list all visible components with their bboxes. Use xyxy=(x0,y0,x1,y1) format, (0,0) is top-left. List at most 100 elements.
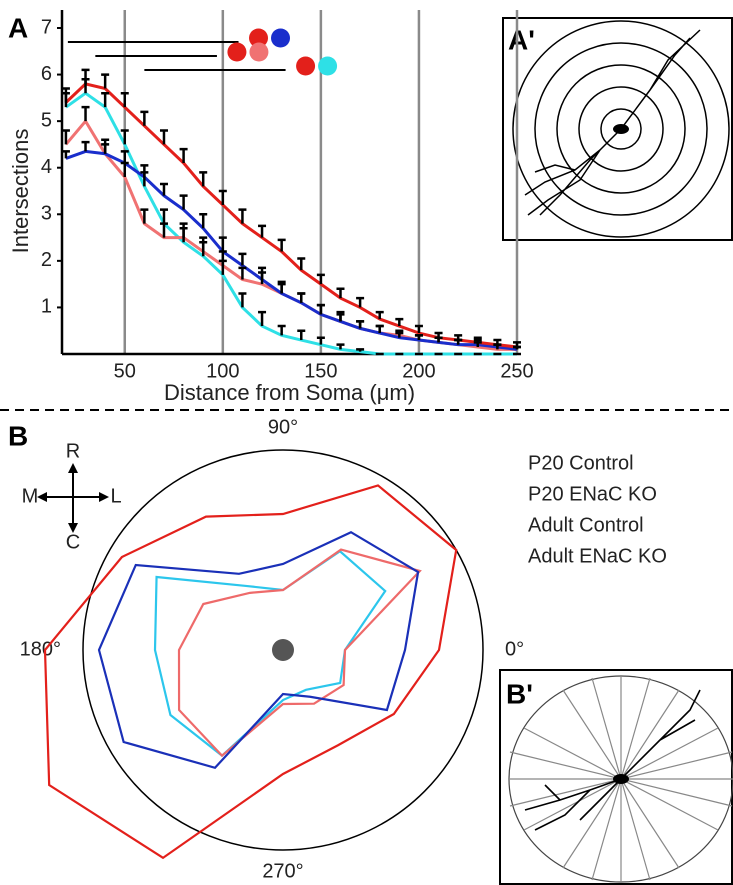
error-bar xyxy=(81,68,90,84)
error-bar xyxy=(336,343,345,350)
angle-tick-label: 0° xyxy=(505,638,524,660)
legend-entry: P20 Control xyxy=(528,452,634,474)
error-bar xyxy=(297,292,306,303)
inset-wedges: B' xyxy=(499,669,733,885)
y-tick-label: 6 xyxy=(41,63,52,85)
y-tick-label: 3 xyxy=(41,203,52,225)
polar-frame xyxy=(82,449,484,851)
comparison-dot xyxy=(296,56,316,76)
legend-entry: Adult ENaC KO xyxy=(528,545,667,567)
comparison-dot xyxy=(318,56,338,76)
series-outline xyxy=(43,484,458,860)
error-bar xyxy=(258,310,267,327)
error-bar xyxy=(159,129,168,145)
error-bar xyxy=(454,338,463,345)
comparison-dot xyxy=(249,28,269,48)
error-bar xyxy=(199,213,208,229)
comparison-dot xyxy=(227,42,247,62)
compass-label: L xyxy=(110,485,121,507)
error-bar xyxy=(199,171,208,187)
y-axis-label: Intersections xyxy=(8,129,33,254)
inset-label: B' xyxy=(506,678,533,709)
comparison-dot xyxy=(271,28,291,48)
compass xyxy=(37,463,109,533)
error-bar xyxy=(513,341,521,348)
soma xyxy=(272,639,294,661)
legend-entry: P20 ENaC KO xyxy=(528,483,657,505)
y-tick-label: 2 xyxy=(41,249,52,271)
inset-sholl: A' xyxy=(502,17,733,241)
error-bar xyxy=(120,150,129,164)
error-bar xyxy=(316,303,325,315)
error-bar xyxy=(159,182,168,196)
error-bar xyxy=(140,208,149,224)
error-bar xyxy=(434,331,443,338)
x-axis-label: Distance from Soma (μm) xyxy=(164,380,415,405)
error-bar xyxy=(61,87,70,103)
error-bar xyxy=(454,334,463,341)
compass-label: C xyxy=(66,531,80,553)
error-bar xyxy=(218,189,227,205)
error-bar xyxy=(218,236,227,252)
error-bar xyxy=(140,164,149,178)
error-bar xyxy=(336,313,345,322)
error-bar xyxy=(356,296,365,308)
error-bar xyxy=(81,140,90,152)
series-outline xyxy=(177,548,422,758)
error-bar xyxy=(101,143,110,154)
error-bar xyxy=(140,110,149,126)
series-line xyxy=(64,118,517,351)
angle-tick-label: 180° xyxy=(20,638,61,660)
error-bar xyxy=(179,222,188,238)
error-bar xyxy=(356,348,365,352)
error-bar xyxy=(395,317,404,327)
error-bar xyxy=(238,266,247,280)
error-bar xyxy=(258,266,267,280)
error-bar xyxy=(395,331,404,338)
series-line xyxy=(65,91,517,356)
error-bar xyxy=(101,91,110,108)
error-bar xyxy=(238,252,247,266)
y-tick-label: 5 xyxy=(41,109,52,131)
x-tick-label: 150 xyxy=(304,360,337,382)
error-bar xyxy=(238,292,247,308)
error-bar xyxy=(218,250,227,266)
y-tick-label: 7 xyxy=(41,16,52,38)
error-bar xyxy=(493,338,502,345)
error-bar xyxy=(316,273,325,285)
error-bar xyxy=(316,336,325,345)
error-bar xyxy=(179,147,188,164)
series-outline xyxy=(153,549,387,758)
x-tick-label: 100 xyxy=(206,360,239,382)
error-bar xyxy=(375,310,384,320)
legend-entry: Adult Control xyxy=(528,514,644,536)
error-bar xyxy=(238,208,247,224)
inset-label: A' xyxy=(508,24,535,55)
compass-label: M xyxy=(22,485,39,507)
angle-tick-label: 270° xyxy=(262,860,303,882)
y-tick-label: 1 xyxy=(41,296,52,318)
error-bar xyxy=(159,222,168,238)
error-bar xyxy=(473,336,482,343)
error-bar xyxy=(101,73,110,89)
y-tick-label: 4 xyxy=(41,156,52,178)
error-bar xyxy=(297,329,306,341)
series-line xyxy=(64,82,518,349)
error-bar xyxy=(375,324,384,334)
error-bar xyxy=(120,91,129,108)
error-bar xyxy=(414,334,423,341)
error-bar xyxy=(414,324,423,334)
error-bar xyxy=(159,208,168,224)
error-bar xyxy=(277,238,286,252)
error-bar xyxy=(277,324,286,336)
x-tick-label: 50 xyxy=(114,360,136,382)
error-bar xyxy=(61,150,70,159)
compass-label: R xyxy=(66,440,80,462)
error-bar xyxy=(258,224,267,238)
error-bar xyxy=(336,287,345,299)
panel-label: B xyxy=(8,420,28,451)
error-bar xyxy=(493,343,502,348)
error-bar xyxy=(277,282,286,294)
error-bar xyxy=(81,105,90,122)
